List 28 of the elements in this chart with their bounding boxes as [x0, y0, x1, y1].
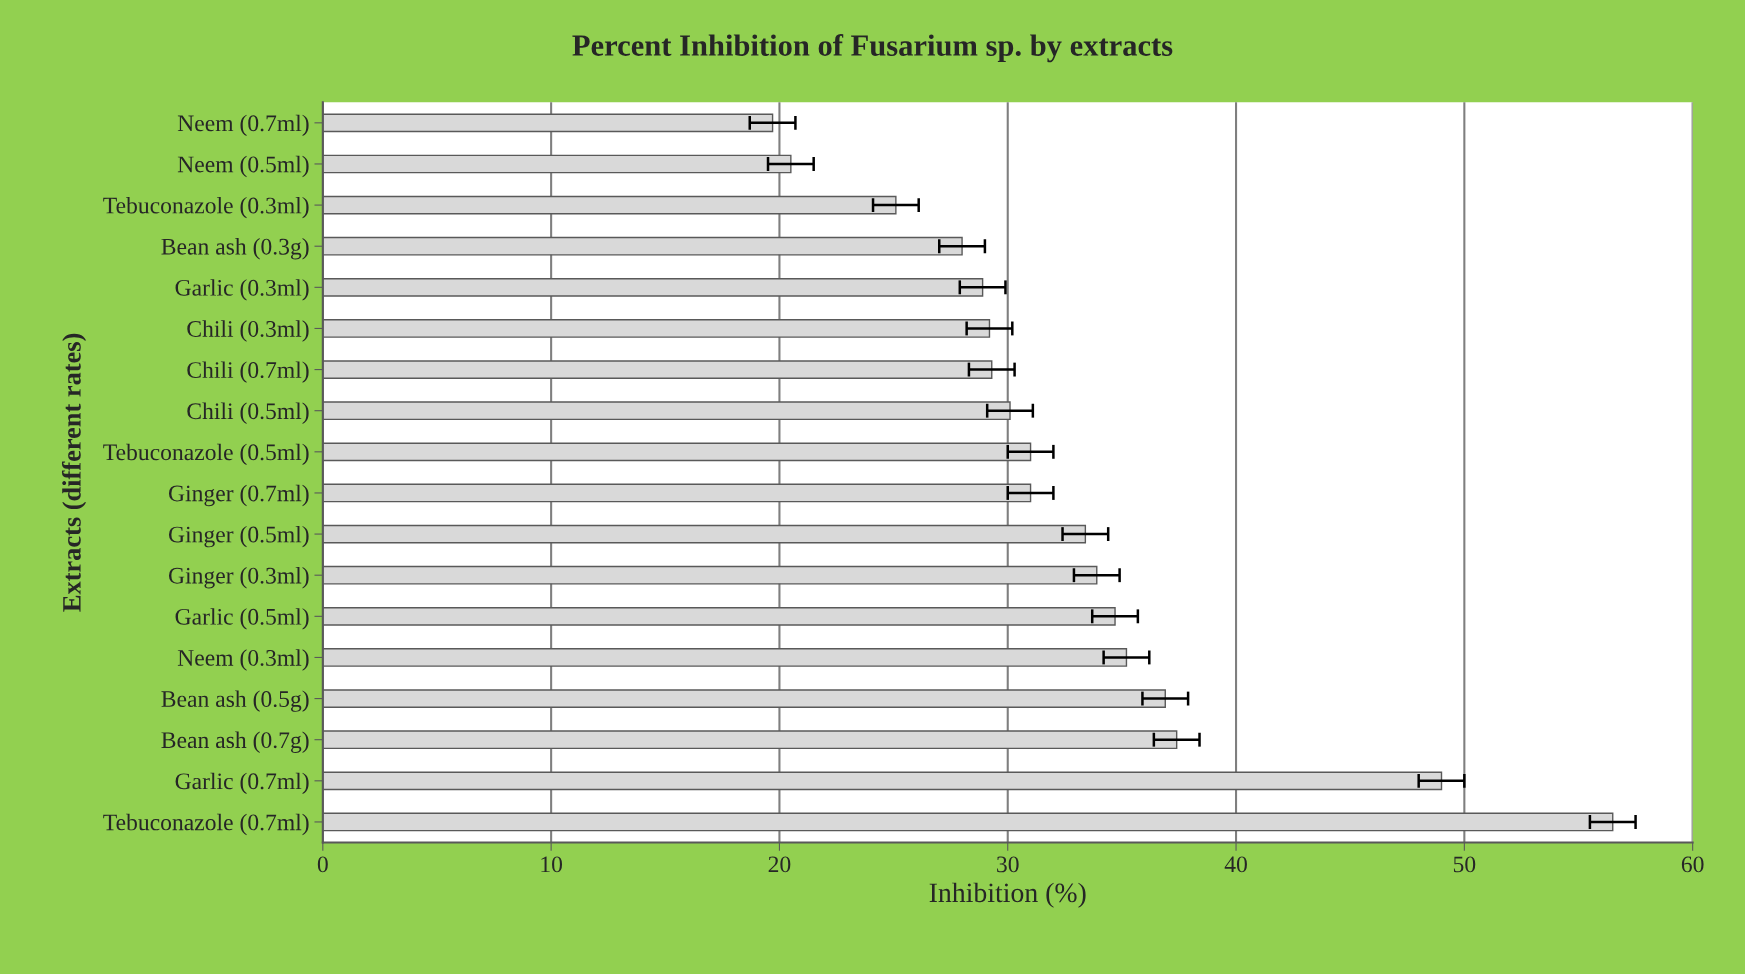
chart-title: Percent Inhibition of Fusarium sp. by extracts — [572, 34, 1173, 63]
x-tick-label: 20 — [768, 856, 791, 873]
x-tick-label: 10 — [541, 856, 563, 873]
y-tick-label: Tebuconazole (0.5ml) — [103, 443, 309, 466]
y-tick-label: Garlic (0.5ml) — [175, 608, 309, 630]
x-tick-label: 40 — [1224, 856, 1247, 873]
y-tick-label: Ginger (0.7ml) — [168, 484, 309, 507]
y-tick-label: Chili (0.3ml) — [187, 320, 309, 342]
x-tick-label: 60 — [1681, 856, 1704, 873]
y-tick-label: Tebuconazole (0.3ml) — [103, 196, 309, 219]
y-tick-label: Neem (0.5ml) — [177, 155, 309, 178]
y-tick-label: Garlic (0.3ml) — [175, 279, 309, 301]
x-tick-label: 50 — [1453, 856, 1476, 873]
y-tick-label: Bean ash (0.3g) — [161, 238, 309, 260]
y-tick-label: Ginger (0.3ml) — [168, 567, 309, 589]
y-tick-label: Chili (0.7ml) — [187, 361, 309, 383]
x-tick-label: 30 — [997, 856, 1019, 873]
y-tick-label: Chili (0.5ml) — [187, 402, 309, 424]
y-tick-label: Ginger (0.5ml) — [168, 525, 309, 548]
y-axis-title: Extracts (different rates) — [61, 333, 87, 612]
y-tick-label: Bean ash (0.7g) — [161, 731, 309, 753]
x-axis-title: Inhibition (%) — [929, 882, 1086, 908]
y-tick-label: Bean ash (0.5g) — [161, 690, 309, 712]
x-tick-label: 0 — [317, 856, 328, 873]
y-tick-label: Neem (0.3ml) — [177, 649, 309, 671]
y-tick-label: Tebuconazole (0.7ml) — [103, 813, 309, 836]
y-tick-label: Garlic (0.7ml) — [175, 772, 309, 795]
y-tick-label: Neem (0.7ml) — [177, 114, 309, 137]
